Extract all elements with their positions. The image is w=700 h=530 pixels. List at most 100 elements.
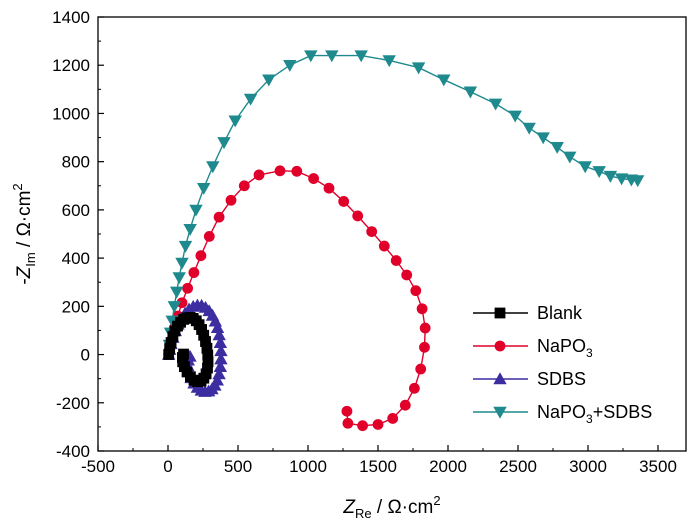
x-axis-title: ZRe / Ω·cm2 [342, 493, 440, 521]
napo3-sdbs-point [189, 204, 203, 217]
napo3-point [415, 363, 427, 375]
napo3-sdbs-point [488, 98, 503, 111]
sdbs-point [212, 367, 226, 380]
napo3-sdbs-point [217, 137, 231, 150]
x-tick-label: 1000 [289, 457, 327, 476]
napo3-sdbs-point [411, 62, 426, 75]
napo3-sdbs-point [550, 142, 564, 154]
blank-point [202, 349, 214, 361]
napo3-point [238, 180, 250, 192]
series-blank [163, 312, 214, 387]
x-tick-label: 1500 [359, 457, 397, 476]
napo3-sdbs-point [169, 286, 184, 299]
napo3-sdbs-point [175, 257, 189, 270]
napo3-sdbs-point [592, 166, 606, 179]
napo3-point [308, 173, 319, 184]
series-layer [162, 50, 645, 432]
legend-entry-napo3-sdbs: NaPO3+SDBS [473, 402, 652, 426]
y-tick-label: -400 [56, 442, 90, 461]
sdbs-point [214, 352, 228, 365]
napo3-point [372, 419, 384, 430]
napo3-sdbs-point [614, 173, 629, 186]
napo3-sdbs-point [437, 74, 451, 87]
napo3-point [416, 303, 428, 315]
sdbs-point [213, 360, 228, 373]
blank-point [202, 356, 214, 368]
napo3-point [419, 341, 430, 353]
napo3-point [357, 420, 368, 432]
blank-point [167, 331, 179, 342]
blank-point [165, 337, 177, 348]
sdbs-point [213, 336, 228, 348]
napo3-sdbs-point [536, 132, 550, 145]
x-tick-label: 3500 [639, 457, 677, 476]
napo3-sdbs-point [228, 115, 242, 128]
napo3-point [188, 267, 200, 278]
tick-labels: -500 0 500 1000 1500 2000 2500 3000 3500-400-200… [52, 8, 677, 476]
legend-swatch-marker [494, 307, 506, 319]
legend-entry-napo3: NaPO3 [473, 336, 593, 360]
napo3-sdbs-point [522, 122, 536, 135]
napo3-point [366, 226, 378, 237]
napo3-point [203, 231, 215, 242]
legend-entry-sdbs: SDBS [473, 369, 586, 389]
napo3-sdbs-point [325, 50, 339, 63]
blank-point [198, 329, 210, 341]
legend: Blank NaPO3 SDBS NaPO3+SDBS [473, 303, 652, 426]
napo3-sdbs-point [631, 175, 645, 188]
blank-point [201, 342, 213, 354]
y-tick-label: -200 [56, 394, 90, 413]
y-tick-label: 1400 [52, 8, 90, 27]
napo3-point [176, 297, 188, 309]
napo3-sdbs-point [563, 151, 577, 164]
legend-swatch-marker [493, 406, 507, 419]
napo3-point [182, 282, 194, 294]
y-tick-label: 200 [62, 297, 90, 316]
napo3-sdbs-point [172, 272, 186, 285]
blank-point [200, 336, 211, 347]
x-tick-label: -500 [81, 457, 115, 476]
x-tick-label: 2500 [499, 457, 537, 476]
napo3-sdbs-point [243, 93, 258, 106]
napo3-point [410, 285, 422, 297]
x-tick-label: 500 [224, 457, 252, 476]
napo3-sdbs-point [183, 223, 197, 236]
blank-point [202, 362, 213, 374]
sdbs-point [214, 344, 228, 357]
napo3-sdbs-point [262, 74, 276, 87]
napo3-sdbs-point [463, 86, 478, 99]
napo3-point [401, 269, 413, 281]
napo3-point [291, 165, 303, 177]
blank-point [163, 349, 175, 360]
napo3-sdbs-point [508, 110, 522, 123]
plot-frame [97, 16, 687, 452]
napo3-sdbs-point [178, 240, 193, 253]
napo3-point [274, 165, 286, 177]
napo3-sdbs-point [578, 161, 592, 174]
y-tick-label: 600 [62, 201, 90, 220]
napo3-point [323, 182, 335, 194]
napo3-sdbs-point [304, 50, 318, 63]
napo3-point [409, 382, 420, 394]
legend-swatch-marker [494, 340, 506, 352]
napo3-sdbs-point [206, 161, 220, 174]
x-tick-label: 0 [163, 457, 172, 476]
napo3-point [341, 405, 353, 417]
napo3-sdbs-point [283, 60, 297, 72]
napo3-sdbs-point [354, 50, 368, 63]
y-tick-label: 0 [81, 346, 90, 365]
napo3-sdbs-point [167, 301, 181, 314]
x-tick-label: 2000 [429, 457, 467, 476]
legend-entry-blank: Blank [473, 303, 583, 323]
napo3-point [338, 196, 350, 207]
legend-label: Blank [537, 303, 583, 323]
napo3-point [253, 169, 265, 181]
x-tick-label: 3000 [569, 457, 607, 476]
napo3-point [225, 194, 237, 206]
legend-label: NaPO3+SDBS [537, 402, 652, 426]
napo3-point [419, 322, 431, 334]
napo3-point [213, 211, 225, 223]
napo3-point [399, 399, 411, 411]
blank-point [178, 348, 189, 360]
